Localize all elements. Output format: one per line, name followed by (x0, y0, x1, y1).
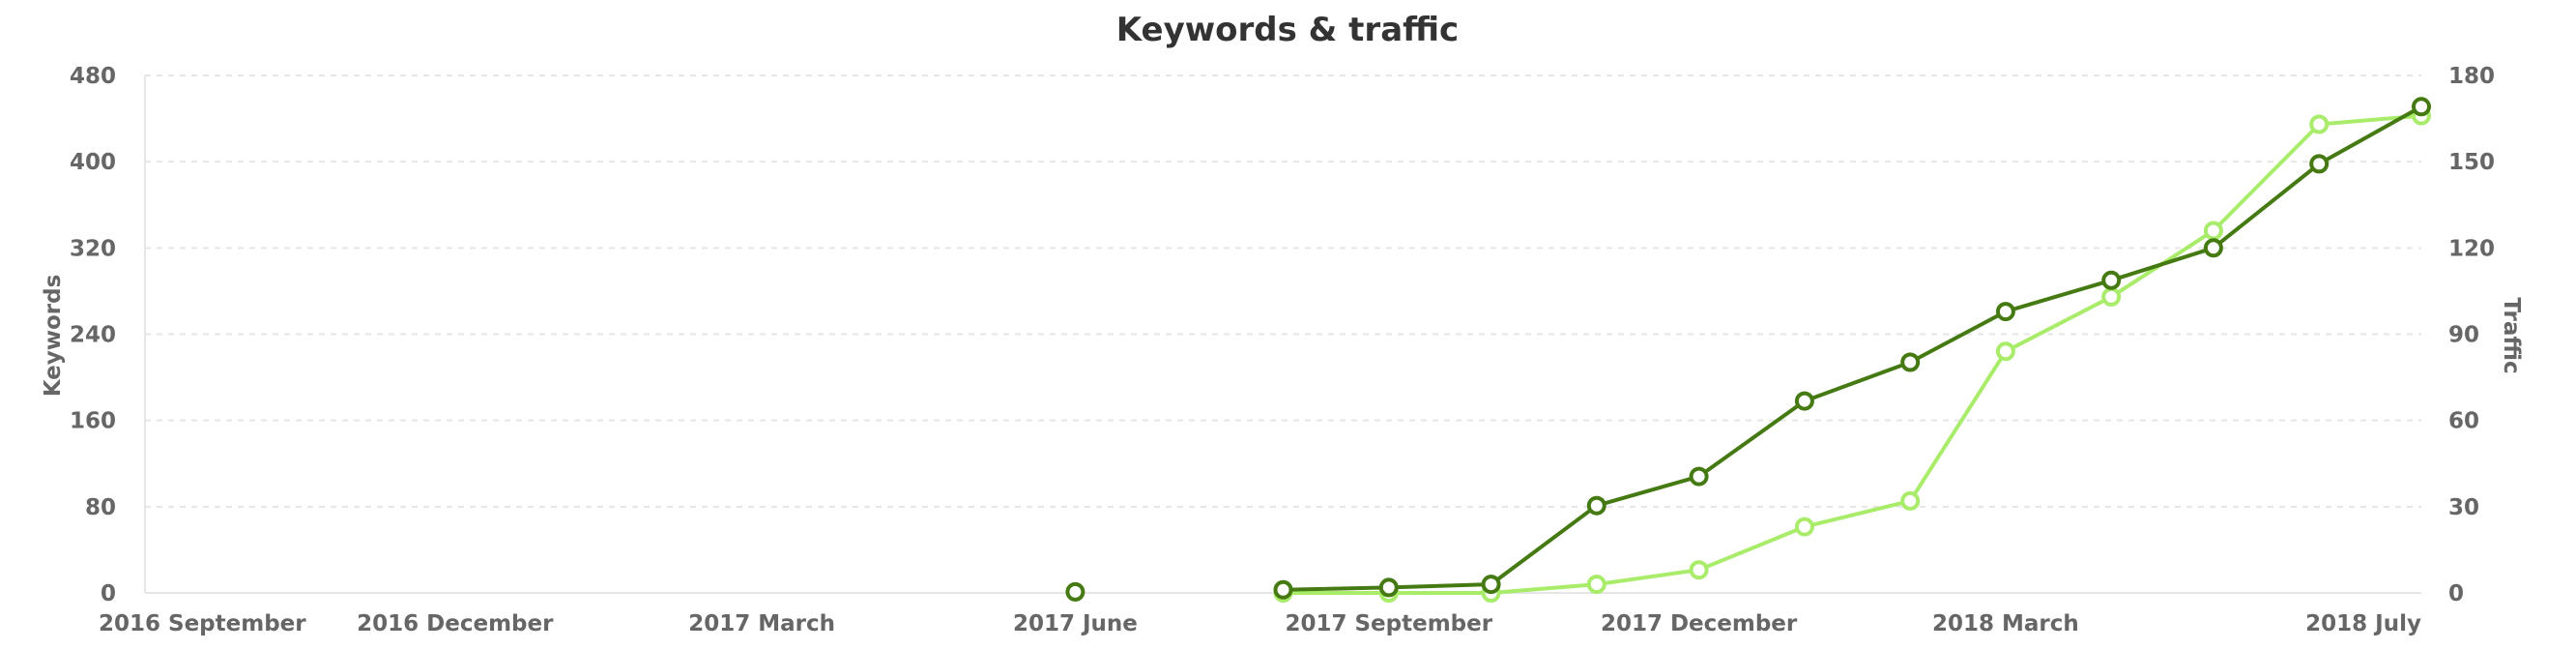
right-tick-label: 0 (2448, 581, 2464, 606)
series-line (1283, 104, 2422, 592)
data-point[interactable] (2412, 97, 2431, 117)
data-point[interactable] (1900, 490, 1921, 511)
x-tick-label: 2017 December (1601, 611, 1798, 636)
right-tick-label: 30 (2448, 495, 2479, 520)
right-tick-label: 150 (2448, 150, 2495, 175)
series-1 (1273, 105, 2431, 603)
data-point[interactable] (2101, 286, 2122, 307)
x-tick-label: 2016 September (99, 611, 306, 636)
left-tick-label: 80 (85, 495, 116, 520)
x-tick-label: 2016 December (357, 611, 554, 636)
chart-title: Keywords & traffic (1116, 11, 1459, 49)
left-tick-label: 400 (70, 150, 116, 175)
data-point[interactable] (1378, 577, 1399, 598)
data-point[interactable] (2203, 238, 2223, 258)
data-point[interactable] (1481, 575, 1501, 595)
data-point[interactable] (1689, 466, 1709, 487)
x-tick-label: 2018 March (1932, 611, 2079, 636)
x-axis-ticks: 2016 September 2016 December 2017 March 201… (99, 611, 2421, 636)
series-0 (1065, 97, 2431, 602)
left-tick-label: 240 (70, 323, 116, 348)
data-point[interactable] (1995, 302, 2015, 322)
data-point[interactable] (1065, 581, 1085, 602)
left-tick-label: 0 (101, 581, 116, 606)
left-tick-label: 320 (70, 236, 116, 261)
data-point[interactable] (2309, 114, 2330, 134)
data-point[interactable] (1586, 575, 1606, 595)
x-tick-label: 2018 July (2305, 611, 2421, 636)
data-point[interactable] (1689, 560, 1709, 580)
right-tick-label: 180 (2448, 64, 2495, 89)
data-point[interactable] (1900, 352, 1921, 372)
right-tick-label: 60 (2448, 409, 2479, 434)
data-point[interactable] (2309, 154, 2330, 174)
series (1065, 97, 2431, 603)
right-tick-label: 90 (2448, 323, 2479, 348)
right-axis-ticks: 0 30 60 90 120 150 180 (2448, 64, 2495, 606)
gridlines (144, 74, 2421, 594)
x-tick-label: 2017 June (1013, 611, 1138, 636)
x-tick-label: 2017 September (1285, 611, 1492, 636)
data-point[interactable] (1794, 517, 1814, 537)
data-point[interactable] (1586, 495, 1606, 516)
left-tick-label: 480 (70, 64, 116, 89)
left-axis-ticks: 0 80 160 240 320 400 480 (70, 64, 116, 606)
series-line (1283, 113, 2422, 595)
right-tick-label: 120 (2448, 236, 2495, 261)
data-point[interactable] (2101, 270, 2122, 290)
data-point[interactable] (1995, 341, 2015, 362)
data-point[interactable] (1273, 579, 1293, 600)
left-tick-label: 160 (70, 409, 116, 434)
x-tick-label: 2017 March (688, 611, 835, 636)
data-point[interactable] (1794, 391, 1814, 411)
data-point[interactable] (2203, 221, 2223, 241)
left-axis-title: Keywords (41, 275, 66, 398)
right-axis-title: Traffic (2499, 297, 2524, 373)
